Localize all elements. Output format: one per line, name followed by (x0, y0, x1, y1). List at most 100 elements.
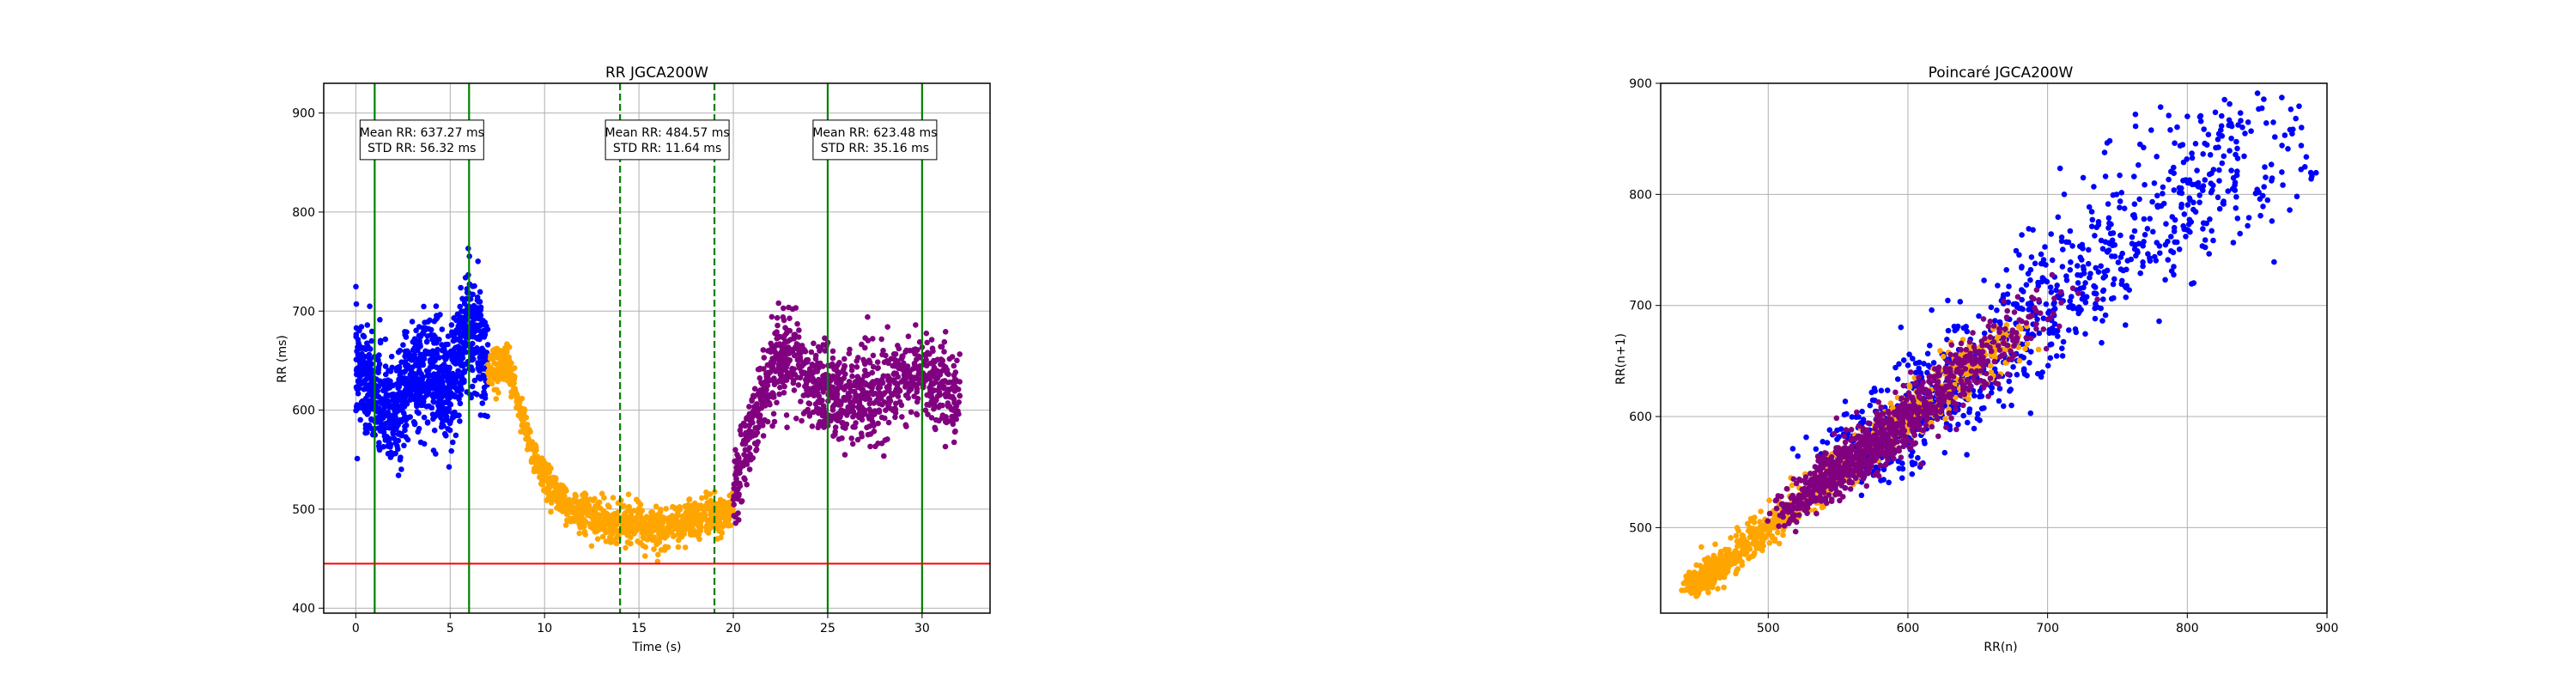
data-point (2024, 373, 2030, 379)
data-point (492, 375, 498, 381)
data-point (930, 348, 936, 355)
data-point (2099, 339, 2105, 346)
data-point (871, 400, 878, 406)
data-point (2026, 226, 2032, 232)
data-point (893, 386, 900, 392)
data-point (643, 521, 649, 527)
data-point (410, 364, 416, 370)
data-point (2239, 125, 2245, 131)
data-point (670, 503, 676, 510)
data-point (843, 421, 850, 428)
data-point (750, 408, 756, 415)
data-point (447, 349, 454, 355)
data-point (2105, 215, 2112, 222)
data-point (606, 503, 612, 510)
data-point (447, 364, 453, 371)
data-point (914, 410, 920, 417)
data-point (786, 304, 792, 311)
data-point (2209, 187, 2215, 193)
data-point (2172, 140, 2178, 146)
data-point (933, 376, 939, 382)
data-point (780, 379, 786, 386)
data-point (763, 392, 770, 398)
data-point (1871, 386, 1878, 392)
data-point (878, 336, 884, 343)
data-point (2140, 259, 2146, 265)
data-point (494, 386, 500, 393)
data-point (379, 396, 386, 402)
data-point (2185, 227, 2191, 234)
data-point (2165, 257, 2172, 263)
data-point (2180, 159, 2187, 166)
data-point (492, 351, 498, 358)
data-point (2212, 109, 2219, 116)
data-point (2038, 374, 2044, 380)
data-point (2245, 215, 2252, 221)
data-point (620, 520, 626, 526)
data-point (2192, 141, 2199, 147)
data-point (2028, 254, 2035, 260)
data-point (703, 489, 709, 495)
data-point (874, 359, 881, 366)
data-point (857, 404, 864, 410)
data-point (2141, 239, 2147, 245)
data-point (532, 443, 539, 449)
data-point (864, 390, 871, 396)
data-point (522, 429, 529, 435)
data-point (1878, 387, 1885, 394)
data-point (440, 379, 446, 386)
data-point (1898, 324, 1905, 331)
data-point (2086, 246, 2092, 253)
data-point (1762, 535, 1768, 541)
data-point (434, 364, 440, 371)
data-point (447, 420, 453, 427)
data-point (853, 420, 859, 426)
annotation-text: Mean RR: 484.57 ms (605, 126, 730, 140)
data-point (2256, 189, 2262, 196)
data-point (477, 352, 484, 359)
data-point (495, 361, 502, 367)
data-point (854, 364, 860, 370)
data-point (932, 424, 938, 431)
data-point (519, 416, 526, 423)
data-point (735, 486, 741, 492)
data-point (386, 392, 393, 398)
data-point (860, 386, 866, 393)
data-point (651, 546, 657, 552)
data-point (477, 328, 484, 335)
data-point (450, 439, 456, 446)
data-point (2215, 194, 2221, 201)
data-point (415, 387, 421, 394)
chart-title: Poincaré JGCA200W (1929, 64, 2074, 82)
data-point (822, 348, 829, 354)
data-point (415, 376, 422, 382)
data-point (375, 369, 381, 376)
data-point (820, 403, 827, 410)
data-point (647, 531, 653, 537)
data-point (401, 410, 407, 416)
data-point (1978, 393, 1985, 399)
data-point (1905, 362, 1911, 368)
data-point (2142, 232, 2148, 238)
data-point (660, 514, 667, 520)
data-point (942, 329, 949, 335)
data-point (403, 382, 410, 389)
data-point (2226, 117, 2233, 124)
data-point (376, 361, 383, 368)
data-point (901, 372, 908, 379)
data-point (436, 398, 442, 404)
data-point (834, 380, 840, 386)
data-point (722, 508, 729, 515)
data-point (549, 500, 555, 506)
data-point (503, 357, 509, 364)
data-point (365, 374, 371, 380)
data-point (412, 392, 419, 398)
data-point (491, 360, 497, 367)
data-point (905, 333, 912, 340)
data-point (2092, 315, 2099, 322)
data-point (1911, 374, 1918, 381)
data-point (2118, 190, 2125, 196)
data-point (564, 517, 570, 524)
data-point (2218, 127, 2224, 133)
data-point (722, 516, 729, 523)
